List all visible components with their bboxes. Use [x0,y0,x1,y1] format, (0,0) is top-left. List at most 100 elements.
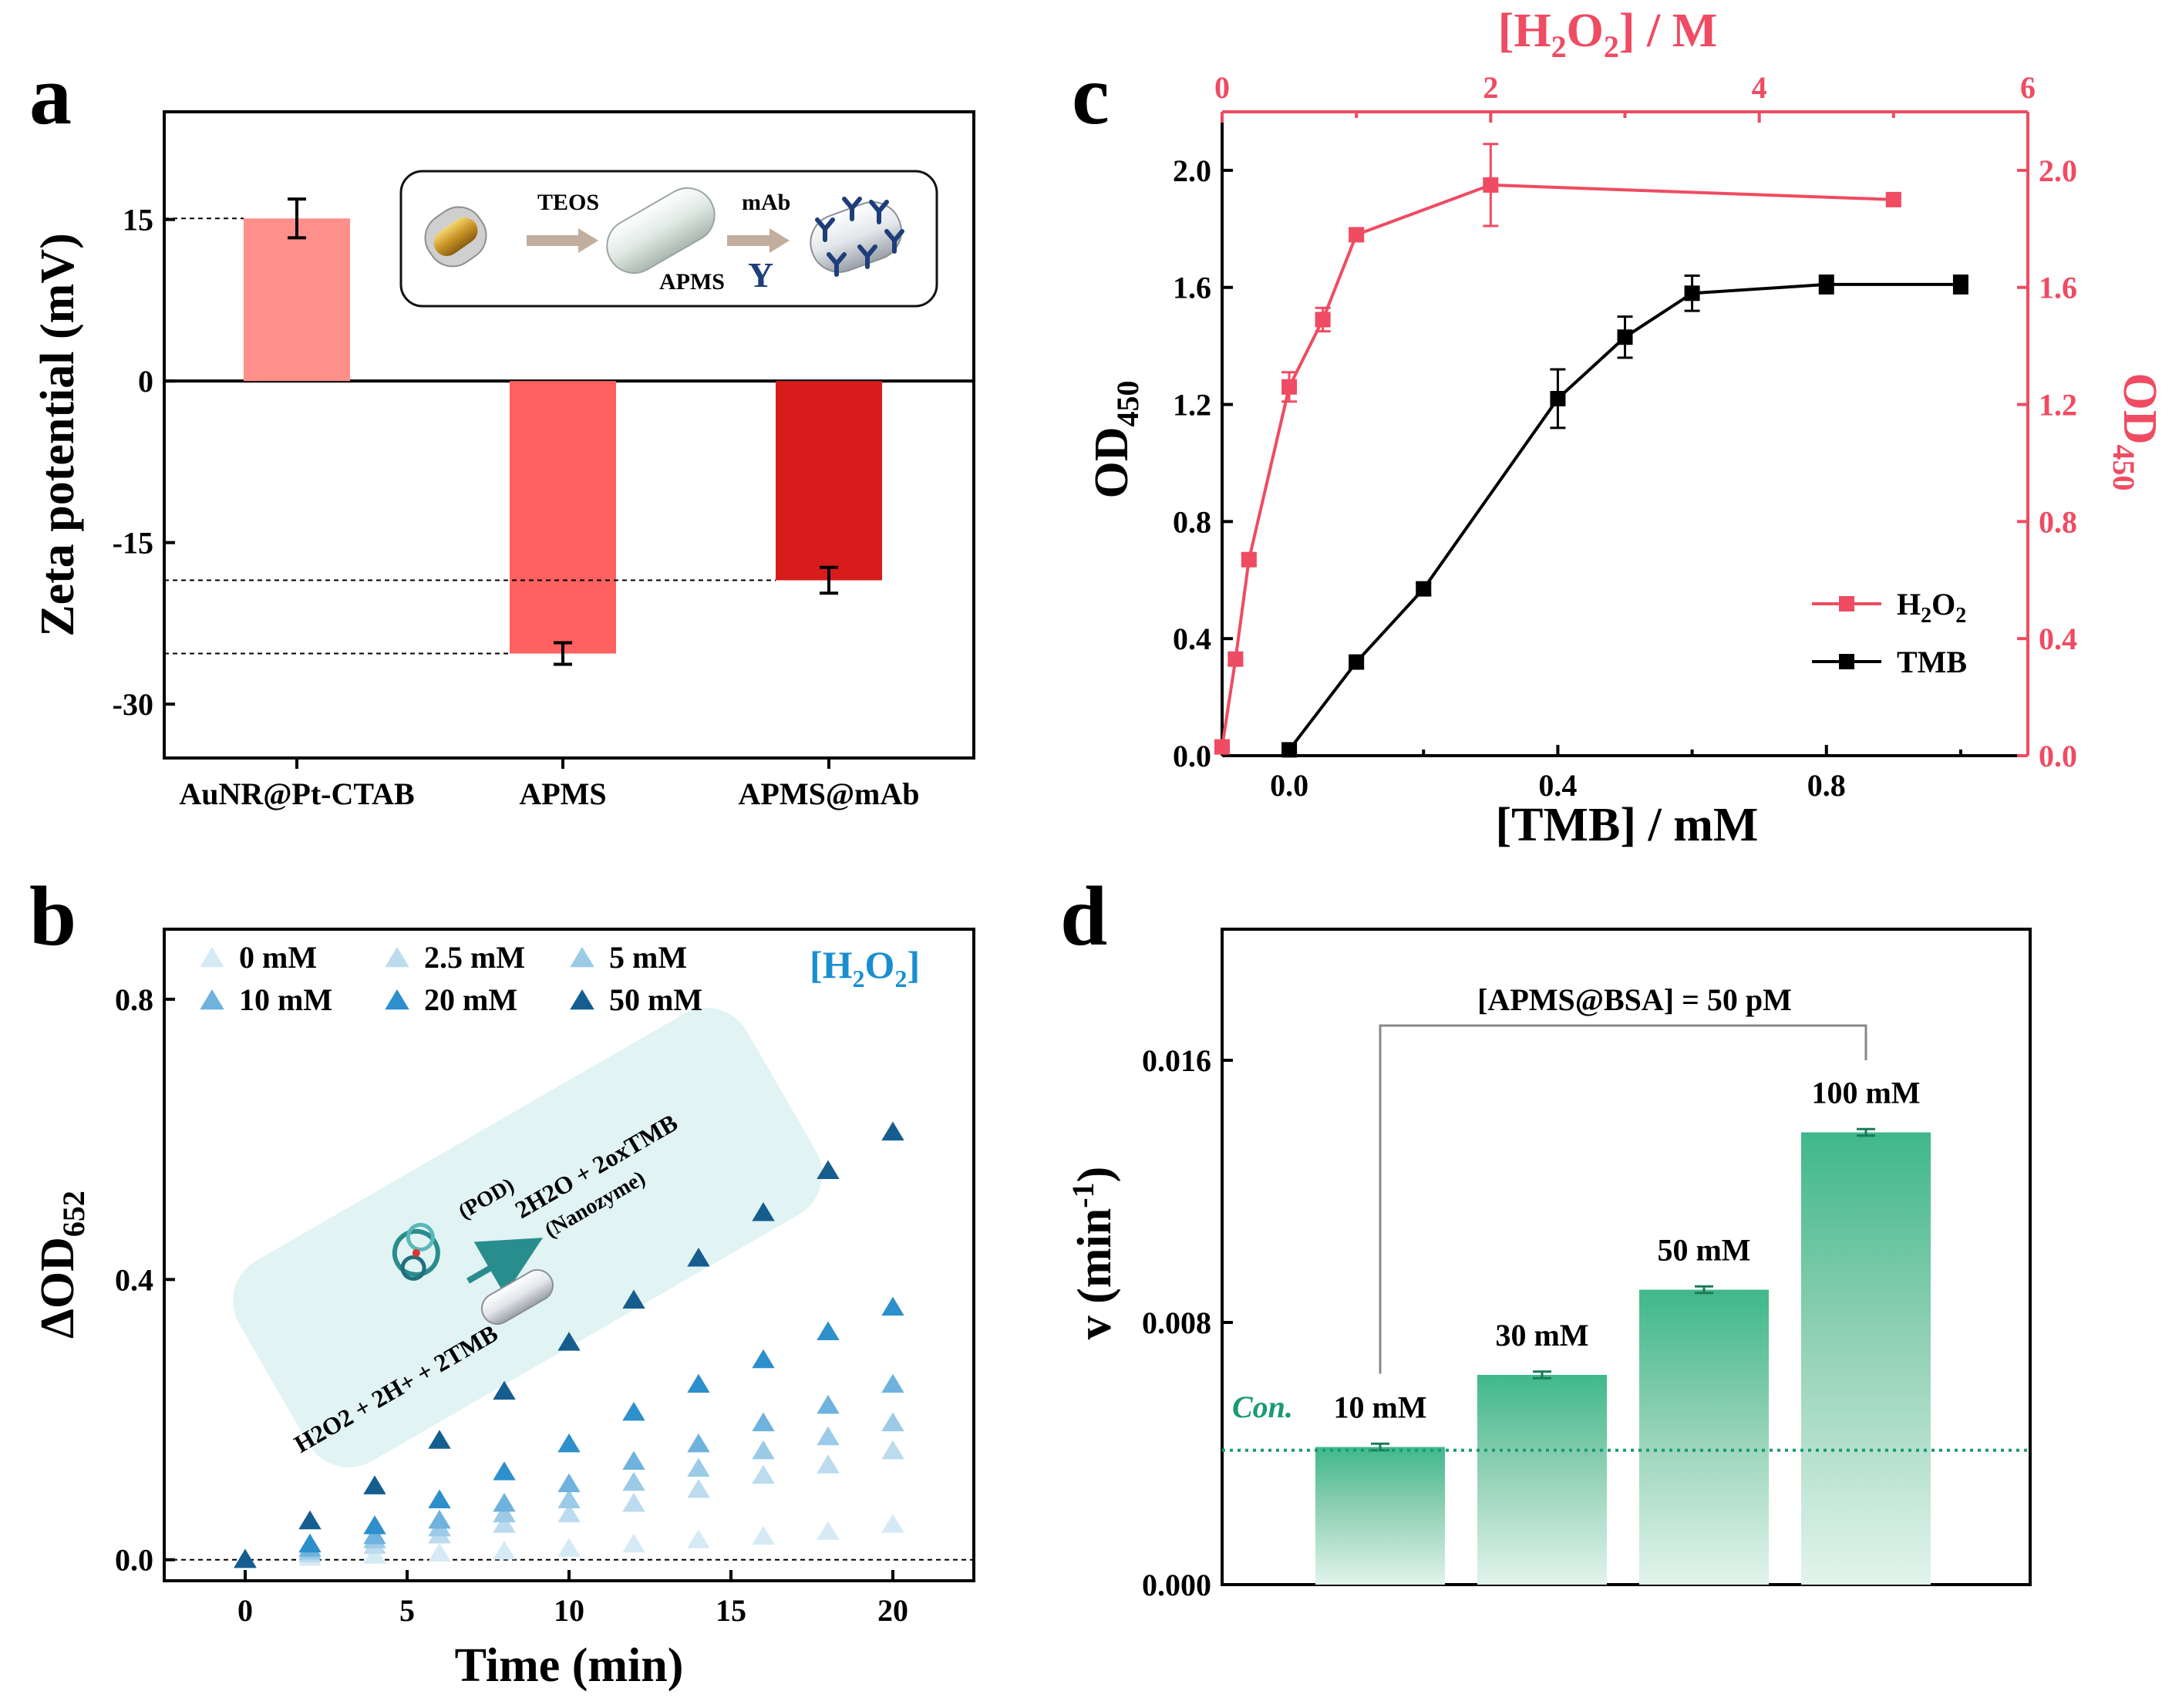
panel-a-letter: a [29,48,72,142]
point-10-mM [752,1412,775,1432]
point-50-mM [752,1201,775,1221]
panel-b-x-label: Time (min) [455,1639,684,1692]
point-5-mM [881,1412,904,1432]
x-tick-label: 20 [877,1593,908,1628]
bar-APMS@mAb [776,381,882,581]
x-tick-label: 0.0 [1270,768,1308,803]
inset-arrow-2-head [769,228,790,253]
bar-value-label: 10 mM [1333,1390,1426,1425]
y2-tick-label: 2.0 [2039,153,2077,188]
bar-value-label: 50 mM [1657,1233,1750,1268]
x-tick-label: APMS@mAb [739,777,920,811]
point-20-mM [557,1433,581,1453]
y-tick-label: 0 [138,364,153,399]
point-50-mM [557,1332,581,1351]
x-tick-label: 0.4 [1538,768,1577,803]
panel-a-bars [164,197,882,666]
gold-nanorod-icon [424,206,487,268]
x-tick-label: 0 [237,1593,253,1628]
panel-c-series [1214,143,1968,758]
point-0-mM [428,1542,451,1562]
panel-c-legend: H2O2 TMB [1812,587,1967,679]
point-50-mM [881,1121,904,1140]
point-0-mM [493,1540,516,1560]
point-2.5-mM [817,1454,840,1474]
legend-label: 2.5 mM [424,940,525,975]
panel-b-letter: b [29,869,76,963]
legend-marker [385,989,409,1010]
point-H2O2 [1885,191,1901,207]
control-label: Con. [1232,1390,1293,1424]
x2-tick-label: 0 [1214,70,1230,105]
legend-label: 20 mM [424,982,517,1017]
inset-arrow-1-head [578,228,598,253]
panel-c-right-y-label: OD450 [2106,373,2162,491]
point-20-mM [752,1349,775,1369]
y-tick-label: 0.8 [115,982,153,1017]
bar-value-label: 30 mM [1495,1318,1588,1353]
legend-label-h2o2: H2O2 [1897,587,1966,628]
panel-b-points [234,1121,904,1568]
point-0-mM [881,1514,904,1533]
point-50-mM [687,1248,710,1267]
panel-d-frame [1221,928,2032,1586]
bar-10-mM [1315,1447,1445,1585]
bar-value-label: 100 mM [1811,1076,1920,1110]
y-tick-label: 0.016 [1142,1043,1211,1078]
y2-tick-label: 1.6 [2039,271,2077,305]
x-tick-label: AuNR@Pt-CTAB [179,777,414,811]
panel-c-axes: 0.0 0.0 0.4 0.4 0.8 0.8 1.2 1.2 1.6 1.6 2.0 2.0 0.0 0… [1173,70,2077,803]
point-0-mM [363,1545,386,1564]
point-50-mM [817,1160,840,1179]
legend-marker [570,989,594,1010]
panel-d-bars: 10 mM 30 mM 50 mM 100 mM [1222,1024,2030,1585]
inset-step2-label: mAb [742,190,790,215]
point-20-mM [881,1296,904,1316]
legend-marker-tmb [1839,654,1854,669]
x-tick-label: 0.8 [1807,768,1846,803]
panel-a-y-label: Zeta potential (mV) [32,233,84,636]
scheme-box [233,1008,823,1467]
point-H2O2 [1241,551,1257,568]
point-0-mM [622,1533,645,1553]
bar-30-mM [1477,1375,1607,1585]
panel-b: b H2O2 + 2H+ + 2TMB (POD) 2H2O + 2oxTMB … [29,869,975,1692]
y-tick-label: -15 [113,526,153,561]
point-H2O2 [1227,651,1244,667]
x-tick-label: APMS [519,777,606,811]
point-2.5-mM [493,1514,516,1533]
antibody-icon: Y [748,255,773,295]
panel-c-letter: c [1072,48,1110,142]
point-2.5-mM [752,1464,775,1484]
point-H2O2 [1214,739,1230,755]
point-50-mM [428,1430,451,1449]
bracket [1379,1024,1867,1374]
bracket-label: [APMS@BSA] = 50 pM [1477,982,1792,1017]
panel-b-legend: 0 mM 2.5 mM 5 mM 10 mM 20 mM 50 mM [200,940,702,1017]
y-tick-label: 2.0 [1173,153,1211,188]
point-20-mM [428,1489,451,1509]
point-0-mM [817,1521,840,1540]
point-10-mM [363,1524,386,1545]
point-50-mM [493,1380,516,1400]
point-2.5-mM [557,1503,581,1523]
point-0-mM [752,1525,775,1545]
point-H2O2 [1483,177,1499,193]
point-50-mM [298,1510,322,1530]
y-tick-label: 1.2 [1173,388,1211,423]
point-H2O2 [1315,312,1331,328]
point-10-mM [622,1450,645,1470]
legend-marker [385,947,409,968]
panel-b-y-label: ΔOD652 [32,1191,91,1339]
point-TMB [1617,329,1633,345]
legend-label: 50 mM [609,982,702,1017]
point-TMB [1550,390,1566,406]
y-tick-label: 0.4 [115,1262,153,1297]
point-20-mM [622,1401,645,1421]
panel-c-top-x-label: [H2O2] / M [1498,5,1718,64]
line-TMB [1288,282,1961,751]
y-tick-label: 0.008 [1142,1305,1211,1340]
point-10-mM [687,1433,710,1453]
panel-c-x-label: [TMB] / mM [1496,799,1759,851]
